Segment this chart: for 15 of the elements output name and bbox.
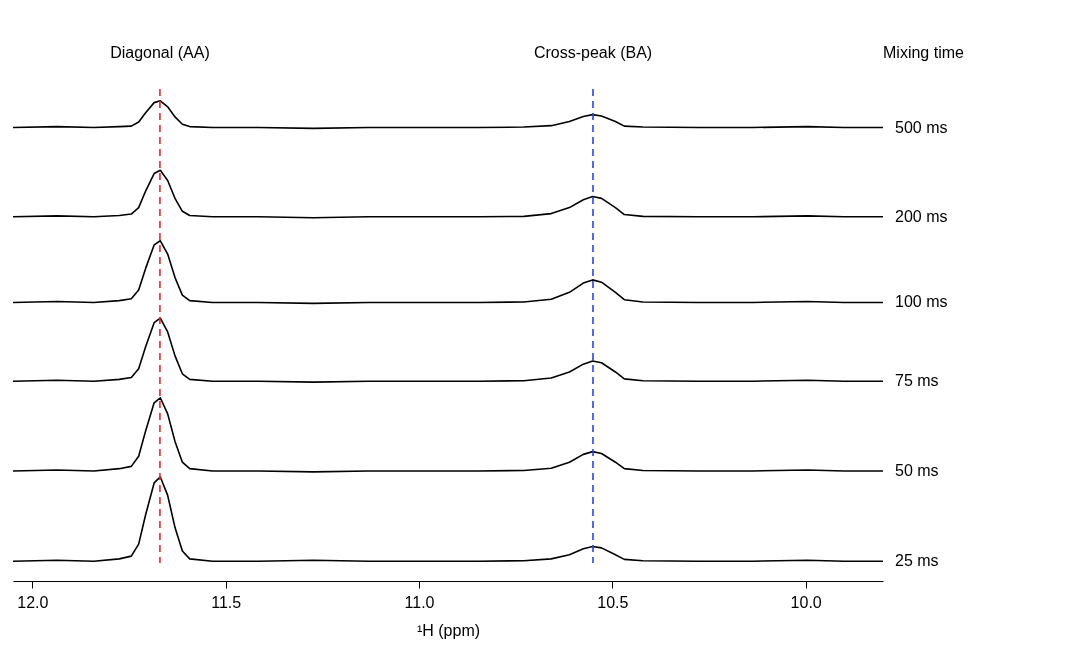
x-tick-label: 12.0 [17,593,49,611]
series-label: 500 ms [895,118,948,136]
series-label: 25 ms [895,552,939,570]
text: Mixing time [883,44,965,61]
series-label: 100 ms [895,293,948,311]
x-tick-label: 11.0 [404,593,435,611]
ref-line-label: Cross-peak (BA) [533,44,653,61]
series-label: 75 ms [895,372,939,390]
x-tick-label: 10.5 [597,593,629,611]
x-tick-label: 11.5 [211,593,242,611]
x-axis-title: ¹H (ppm) [416,621,481,639]
ref-line-label: Diagonal (AA) [110,44,210,61]
series-label: 200 ms [895,207,948,225]
x-tick-label: 10.0 [790,593,822,611]
series-label: 50 ms [895,461,939,479]
